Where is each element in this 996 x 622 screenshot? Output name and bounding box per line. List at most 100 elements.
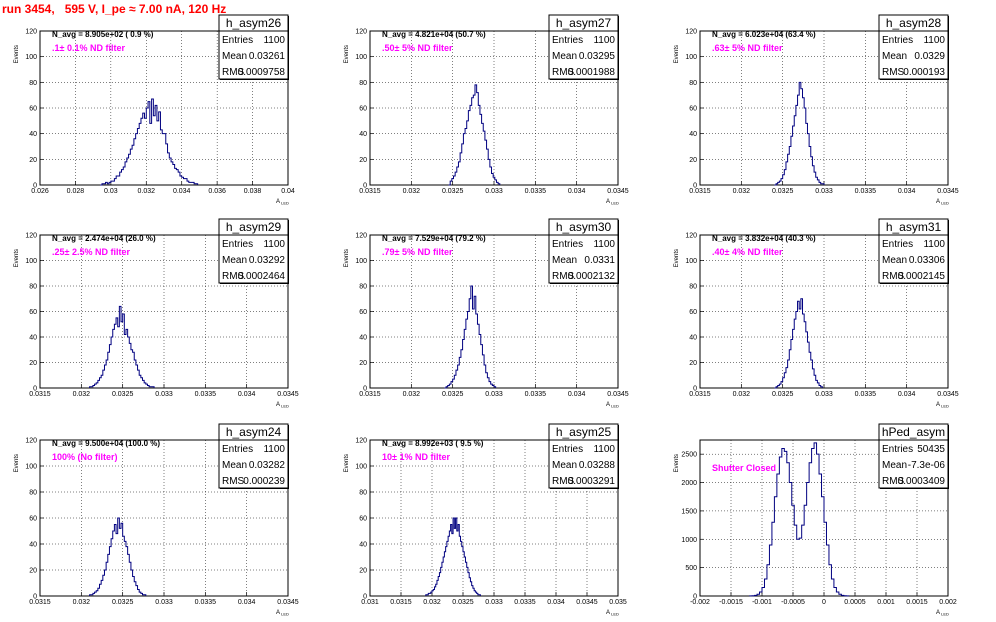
- y-tick-label: 40: [689, 131, 697, 138]
- stat-value: 0.000239: [243, 476, 285, 487]
- y-tick-label: 0: [33, 183, 37, 190]
- x-tick-label: 0.001: [877, 599, 895, 606]
- y-axis-label: Events: [344, 249, 350, 267]
- stat-value: 0.03292: [249, 255, 286, 266]
- y-tick-label: 120: [355, 233, 367, 240]
- histogram-name: h_asym30: [556, 220, 612, 234]
- stat-value: 1100: [263, 35, 285, 46]
- histogram-line-hPed_asym: [749, 442, 850, 597]
- x-axis-label: A LED: [936, 199, 949, 206]
- stat-label: Entries: [552, 239, 583, 250]
- n-avg-label: N_avg = 4.821e+04 (50.7 %): [382, 30, 486, 39]
- x-tick-label: 0.033: [155, 391, 173, 398]
- x-tick-label: 0.028: [67, 188, 85, 195]
- stat-value: 1100: [263, 239, 285, 250]
- stat-label: RMS: [222, 476, 245, 487]
- x-tick-label: 0.032: [423, 599, 441, 606]
- histogram-line-h_asym25: [425, 517, 481, 596]
- stat-label: RMS: [552, 476, 575, 487]
- stat-label: Entries: [882, 35, 913, 46]
- x-tick-label: 0.033: [485, 599, 503, 606]
- filter-label: .50± 5% ND filter: [382, 43, 453, 53]
- stat-label: Mean: [552, 51, 577, 62]
- y-tick-label: 40: [29, 131, 37, 138]
- x-axis-label: A LED: [606, 199, 619, 206]
- filter-label: .25± 2.5% ND filter: [52, 247, 130, 257]
- stats-box-h_asym28: h_asym28 Entries 1100 Mean 0.0329 RMS 0.000193: [878, 14, 949, 80]
- stats-box-h_asym29: h_asym29 Entries 1100 Mean 0.03292 RMS0.00024…: [218, 218, 289, 284]
- x-axis-label: A LED: [276, 199, 289, 206]
- n-avg-label: N_avg = 8.992e+03 ( 9.5 %): [382, 439, 484, 448]
- run-title: run 3454, 595 V, I_pe ≈ 7.00 nA, 120 Hz: [2, 2, 227, 16]
- x-tick-label: 0.002: [939, 599, 957, 606]
- y-tick-label: 100: [355, 54, 367, 61]
- y-tick-label: 80: [359, 490, 367, 497]
- stat-value: 0.03288: [579, 460, 616, 471]
- x-tick-label: 0.0345: [607, 391, 629, 398]
- filter-label: .40± 4% ND filter: [712, 247, 783, 257]
- y-tick-label: 20: [689, 360, 697, 367]
- histogram-line-h_asym30: [444, 285, 497, 389]
- stat-label: Mean: [222, 460, 247, 471]
- x-tick-label: 0.034: [173, 188, 191, 195]
- x-tick-label: 0.032: [733, 188, 751, 195]
- stats-box-frame: [548, 218, 619, 284]
- x-tick-label: 0.0325: [442, 391, 464, 398]
- x-tick-label: 0.0335: [855, 391, 877, 398]
- x-tick-label: 0.0345: [937, 391, 959, 398]
- histogram-name: h_asym26: [226, 16, 282, 30]
- stat-value: 0.0002464: [238, 271, 286, 282]
- y-tick-label: 20: [359, 360, 367, 367]
- stats-box-frame: [218, 218, 289, 284]
- y-tick-label: 100: [355, 464, 367, 471]
- y-tick-label: 100: [685, 54, 697, 61]
- x-tick-label: 0.034: [547, 599, 565, 606]
- x-tick-label: 0.0345: [937, 188, 959, 195]
- y-tick-label: 500: [685, 565, 697, 572]
- x-tick-label: 0.034: [898, 188, 916, 195]
- y-axis-label: Events: [14, 249, 20, 267]
- stat-label: Mean: [222, 255, 247, 266]
- stats-box-frame: [218, 423, 289, 489]
- y-axis-label: Events: [14, 454, 20, 472]
- y-tick-label: 2500: [681, 452, 697, 459]
- stat-value: 0.03295: [579, 51, 616, 62]
- x-tick-label: 0.0325: [442, 188, 464, 195]
- stats-box-frame: [878, 218, 949, 284]
- y-axis-label: Events: [674, 45, 680, 63]
- stats-box-frame: [878, 14, 949, 80]
- y-tick-label: 40: [359, 542, 367, 549]
- histogram-line-h_asym24: [89, 517, 147, 596]
- stat-label: Mean: [882, 51, 907, 62]
- x-tick-label: 0.032: [73, 599, 91, 606]
- y-tick-label: 80: [29, 490, 37, 497]
- histogram-name: h_asym31: [886, 220, 942, 234]
- stat-value: 0.0003409: [898, 476, 946, 487]
- x-axis-label: A LED: [936, 610, 949, 617]
- y-tick-label: 0: [693, 386, 697, 393]
- stat-label: Entries: [552, 444, 583, 455]
- x-tick-label: 0.0335: [525, 188, 547, 195]
- histogram-panel-h_asym24: 0.0315 0.032 0.0325 0.033 0.0335 0.034 0.0345 0…: [14, 423, 299, 617]
- stat-label: Mean: [882, 255, 907, 266]
- y-axis-label: Events: [344, 454, 350, 472]
- x-tick-label: 0.036: [208, 188, 226, 195]
- y-tick-label: 2000: [681, 480, 697, 487]
- x-tick-label: -0.0005: [781, 599, 805, 606]
- x-tick-label: 0.032: [733, 391, 751, 398]
- x-tick-label: 0.04: [281, 188, 295, 195]
- stats-box-h_asym24: h_asym24 Entries 1100 Mean 0.03282 RMS 0.00023…: [218, 423, 289, 489]
- x-tick-label: 0.035: [609, 599, 627, 606]
- y-tick-label: 40: [29, 335, 37, 342]
- y-tick-label: 80: [29, 80, 37, 87]
- stat-label: Entries: [222, 35, 253, 46]
- y-axis-label: Events: [14, 45, 20, 63]
- y-tick-label: 60: [29, 516, 37, 523]
- y-tick-label: 0: [33, 386, 37, 393]
- stats-box-h_asym25: h_asym25 Entries 1100 Mean 0.03288 RMS0.00032…: [548, 423, 619, 489]
- y-tick-label: 0: [363, 183, 367, 190]
- histogram-name: h_asym25: [556, 425, 612, 439]
- y-tick-label: 0: [33, 594, 37, 601]
- filter-label: .63± 5% ND filter: [712, 43, 783, 53]
- x-axis-label: A LED: [936, 402, 949, 409]
